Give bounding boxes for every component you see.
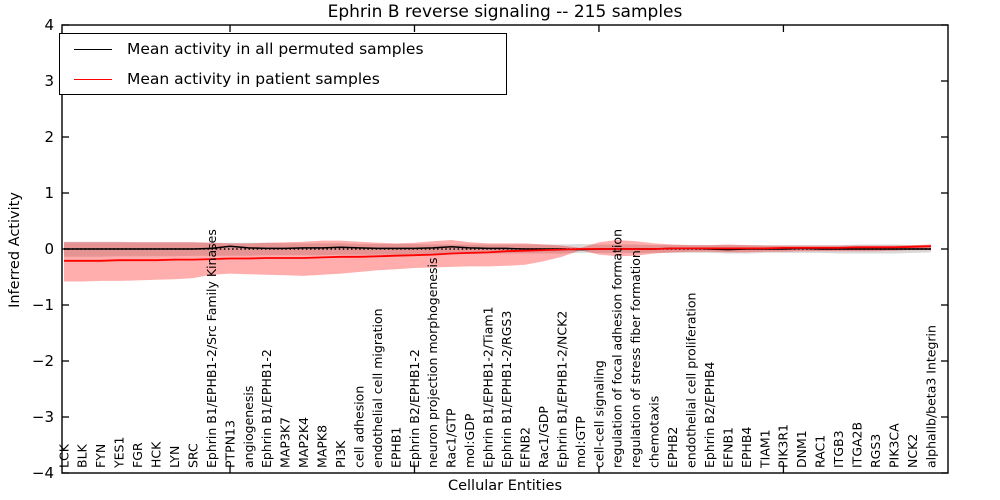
y-tick-label: 1 [44, 184, 54, 202]
x-category-label: RGS3 [868, 434, 883, 468]
y-tick-label: −2 [32, 352, 54, 370]
x-category-label: mol:GTP [573, 416, 588, 468]
x-category-label: mol:GDP [462, 413, 477, 468]
x-category-label: EFNB2 [518, 427, 533, 468]
patient-mean-line [64, 245, 932, 262]
y-tick-label: 3 [44, 72, 54, 90]
y-tick-label: −1 [32, 296, 54, 314]
permuted-samples-range-band [64, 241, 931, 257]
x-category-label: BLK [75, 443, 90, 468]
x-category-label: cell adhesion [351, 386, 366, 468]
x-category-label: EPHB4 [739, 427, 754, 468]
x-category-label: Ephrin B1/EPHB1-2/RGS3 [499, 311, 514, 468]
x-category-label: PTPN13 [222, 420, 237, 468]
x-category-label: FYN [93, 444, 108, 468]
x-category-label: Ephrin B1/EPHB1-2/Tiam1 [481, 306, 496, 468]
red-line-swatch [74, 78, 112, 80]
x-category-label: LCK [56, 443, 71, 468]
x-category-label: regulation of stress fiber formation [628, 250, 643, 468]
x-category-label: HCK [149, 441, 164, 468]
legend-box: Mean activity in all permuted samples Me… [59, 33, 507, 95]
x-category-label: angiogenesis [241, 386, 256, 468]
x-category-label: NCK2 [905, 434, 920, 468]
y-tick-label: −4 [32, 464, 54, 482]
patient-samples-range-band [64, 240, 931, 282]
x-category-label: Rac1/GTP [444, 408, 459, 468]
x-category-label: Ephrin B1/EPHB1-2/Src Family Kinases [204, 229, 219, 468]
x-category-label: DNM1 [794, 430, 809, 468]
x-category-label: Ephrin B2/EPHB1-2 [407, 349, 422, 468]
x-category-label: regulation of focal adhesion formation [610, 229, 625, 468]
x-category-label: endothelial cell migration [370, 308, 385, 468]
x-category-label: EPHB2 [665, 427, 680, 468]
x-category-label: TIAM1 [757, 429, 772, 469]
legend-label-permuted: Mean activity in all permuted samples [127, 40, 424, 58]
x-category-label: FGR [130, 442, 145, 468]
x-category-label: ITGB3 [831, 430, 846, 468]
black-line-swatch [74, 48, 112, 50]
x-category-label: SRC [185, 443, 200, 468]
x-category-label: endothelial cell proliferation [684, 293, 699, 468]
legend-item-patient: Mean activity in patient samples [60, 64, 506, 94]
permuted-mean-line [64, 245, 931, 251]
y-tick-label: 2 [44, 128, 54, 146]
x-category-label: EPHB1 [388, 427, 403, 468]
x-category-label: MAP3K7 [278, 417, 293, 468]
x-category-label: YES1 [112, 437, 127, 469]
x-category-label: Ephrin B1/EPHB1-2/NCK2 [554, 311, 569, 468]
y-tick-label: 4 [44, 16, 54, 34]
x-category-label: Ephrin B2/EPHB4 [702, 362, 717, 468]
x-axis-title: Cellular Entities [447, 478, 563, 494]
y-axis-title: Inferred Activity [7, 192, 23, 308]
x-category-label: Ephrin B1/EPHB1-2 [259, 349, 274, 468]
chart-title: Ephrin B reverse signaling -- 215 sample… [327, 2, 683, 22]
x-category-label: ITGA2B [850, 422, 865, 468]
x-category-label: LYN [167, 446, 182, 468]
x-category-label: MAPK8 [315, 425, 330, 468]
legend-item-permuted: Mean activity in all permuted samples [60, 34, 506, 64]
y-tick-label: 0 [44, 240, 54, 258]
x-category-label: MAP2K4 [296, 417, 311, 468]
x-category-label: cell-cell signaling [591, 360, 606, 468]
x-category-label: PIK3R1 [776, 424, 791, 468]
x-category-label: alphaIIb/beta3 Integrin [923, 325, 938, 468]
y-tick-label: −3 [32, 408, 54, 426]
x-category-label: Rac1/GDP [536, 406, 551, 468]
x-category-label: PIK3CA [886, 423, 901, 468]
legend-label-patient: Mean activity in patient samples [127, 70, 380, 88]
x-category-label: EFNB1 [720, 427, 735, 468]
x-category-label: neuron projection morphogenesis [425, 257, 440, 468]
x-category-label: RAC1 [813, 435, 828, 468]
x-category-label: PI3K [333, 440, 348, 468]
x-category-label: chemotaxis [647, 396, 662, 468]
